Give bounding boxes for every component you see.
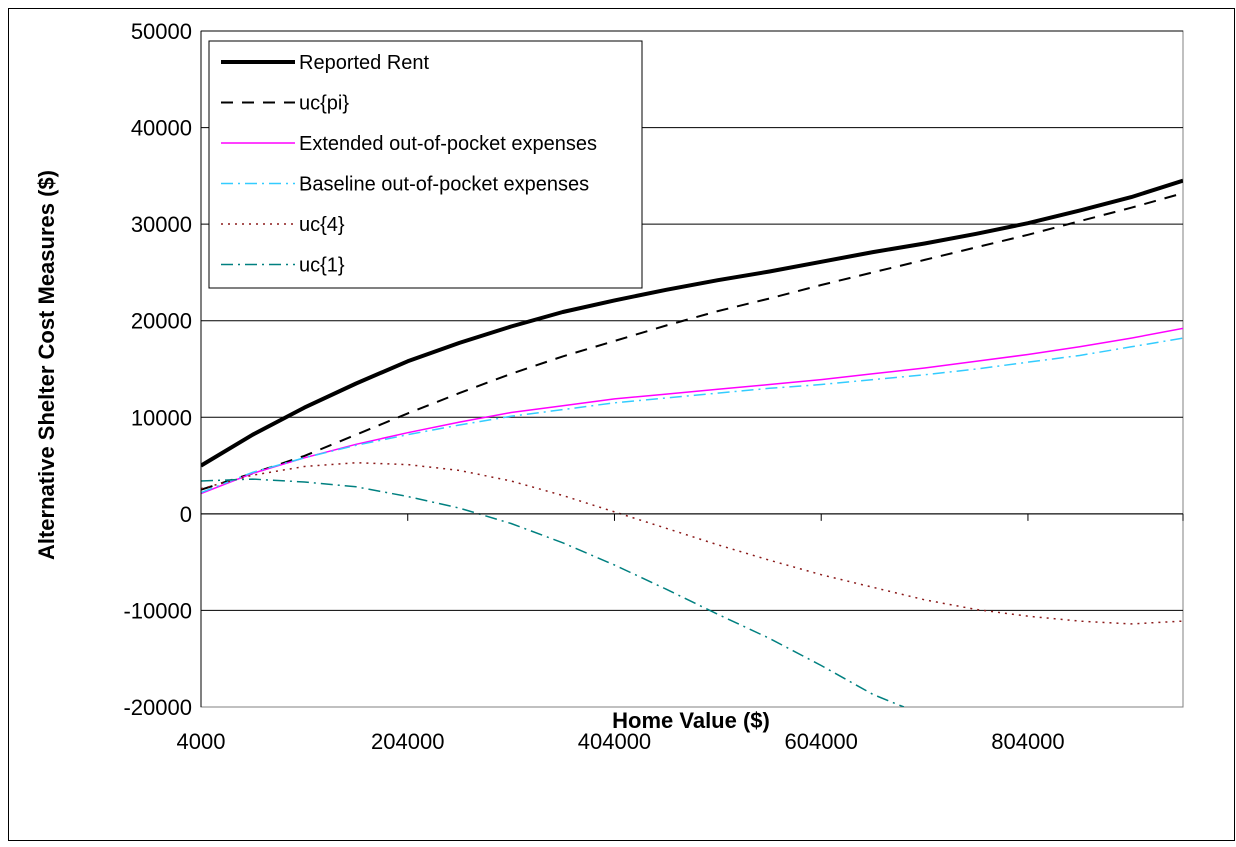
legend-label: Extended out-of-pocket expenses [299, 133, 597, 155]
y-tick-label: 20000 [131, 309, 192, 334]
y-tick-label: -20000 [123, 695, 192, 720]
axis-layer: -20000 -10000 0 10000 20000 30000 40000 50000 40… [123, 19, 1184, 754]
y-axis-label: Alternative Shelter Cost Measures ($) [34, 170, 59, 560]
y-tick-label: 30000 [131, 212, 192, 237]
x-tick-label: 804000 [991, 729, 1064, 754]
series-line-extended-out-of-pocket-expenses [201, 327, 1183, 495]
x-tick-label: 604000 [784, 729, 857, 754]
y-tick-label: 0 [180, 502, 192, 527]
y-tick-label: -10000 [123, 598, 192, 623]
legend-label: Baseline out-of-pocket expenses [299, 174, 589, 196]
legend: Reported Rent uc{pi} Extended out-of-pocke… [208, 40, 643, 289]
y-tick-label: 40000 [131, 116, 192, 141]
x-tick-label: 204000 [371, 729, 444, 754]
legend-label: uc{pi} [299, 93, 349, 115]
series-layer [201, 178, 1183, 707]
legend-box [208, 40, 643, 289]
y-tick-label: 50000 [131, 19, 192, 44]
legend-label: uc{1} [299, 255, 345, 277]
y-tick-label: 10000 [131, 405, 192, 430]
series-line-uc-1 [201, 478, 905, 707]
series-line-uc-pi [201, 192, 1183, 491]
legend-label: Reported Rent [299, 52, 430, 74]
legend-label: uc{4} [299, 214, 345, 236]
series-line-baseline-out-of-pocket-expenses [201, 337, 1183, 494]
series-line-reported-rent [201, 178, 1183, 468]
series-line-uc-4 [201, 461, 1183, 625]
x-axis-label: Home Value ($) [612, 708, 770, 733]
x-tick-label: 404000 [578, 729, 651, 754]
x-tick-label: 4000 [177, 729, 226, 754]
